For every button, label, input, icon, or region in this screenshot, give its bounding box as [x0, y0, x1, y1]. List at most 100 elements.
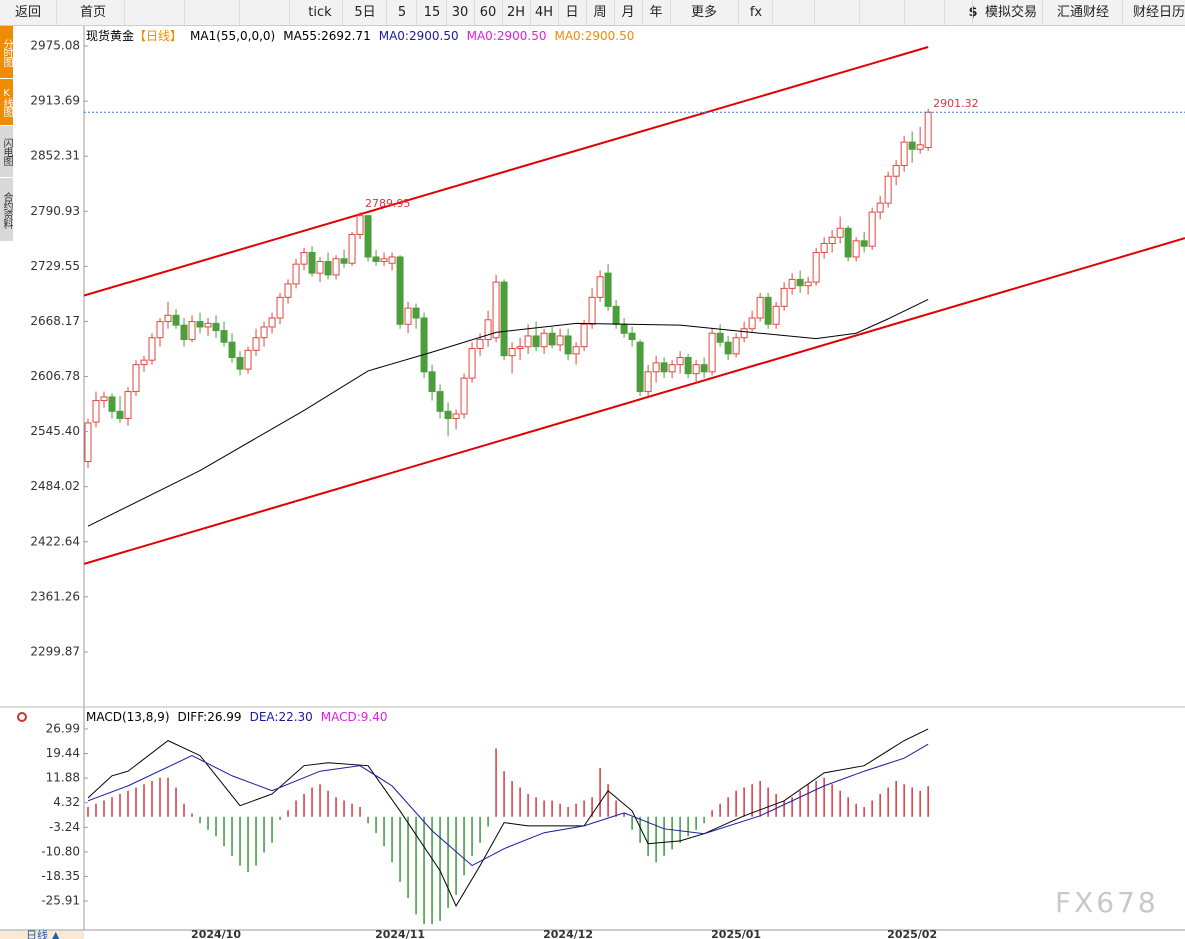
candle-body: [852, 240, 860, 258]
trend-line: [84, 46, 929, 297]
y-tick-label: 4.32: [53, 795, 80, 809]
candle-body: [860, 240, 868, 247]
toolbar-button[interactable]: 60: [474, 0, 503, 25]
toolbar-button[interactable]: 30: [446, 0, 475, 25]
candle-body: [452, 413, 460, 419]
legend-item: DEA:22.30: [249, 710, 313, 724]
legend-item: MA55:2692.71: [283, 29, 371, 43]
candle-body: [668, 364, 676, 373]
sidebar-tab[interactable]: K线图: [0, 79, 13, 126]
toolbar-button[interactable]: 返回: [0, 0, 57, 25]
x-tick-label: 2024/11: [375, 928, 425, 939]
candle-body: [204, 322, 212, 328]
y-tick-label: 2790.93: [30, 204, 80, 218]
sidebar-tab[interactable]: 合约资料: [0, 178, 13, 242]
candle-body: [524, 335, 532, 348]
candle-body: [396, 256, 404, 325]
candle-body: [228, 341, 236, 358]
toolbar-button[interactable]: fx: [740, 0, 773, 25]
candle-body: [444, 410, 452, 419]
candle-body: [436, 391, 444, 412]
candle-body: [108, 396, 116, 412]
toolbar-button[interactable]: 月: [614, 0, 643, 25]
candle-body: [612, 305, 620, 325]
candle-body: [332, 258, 340, 276]
y-tick-label: 2484.02: [30, 479, 80, 493]
toolbar-button[interactable]: 首页: [62, 0, 125, 25]
candle-body: [692, 364, 700, 375]
toolbar-button[interactable]: 2H: [502, 0, 531, 25]
candle-body: [548, 332, 556, 346]
candle-body: [764, 296, 772, 325]
candle-body: [420, 317, 428, 373]
candle-body: [844, 227, 852, 258]
toolbar-button[interactable]: 15: [418, 0, 447, 25]
candle-body: [812, 251, 820, 283]
toolbar-icon[interactable]: [255, 0, 290, 25]
toolbar-icon[interactable]: [870, 0, 905, 25]
toolbar-button[interactable]: 年: [642, 0, 671, 25]
candle-body: [900, 141, 908, 166]
toolbar: 返回 首页 tick 5日 5 15 30 60 2H 4H 日周月年更多 fx $ 模拟交易 汇通财经 财经…: [0, 0, 1185, 26]
candle-body: [652, 362, 660, 373]
candle-body: [756, 296, 764, 319]
toolbar-icon[interactable]: [780, 0, 815, 25]
price-annotation: 2789.95: [365, 197, 411, 210]
candle-body: [532, 335, 540, 348]
toolbar-button[interactable]: 4H: [530, 0, 559, 25]
period-selector[interactable]: 日线 ▲: [26, 928, 60, 939]
candle-body: [316, 260, 324, 274]
candle-body: [124, 391, 132, 419]
candle-body: [188, 321, 196, 341]
candle-body: [212, 322, 220, 332]
candle-body: [388, 256, 396, 264]
candle-body: [572, 346, 580, 355]
toolbar-icon[interactable]: [910, 0, 945, 25]
candle-body: [500, 281, 508, 357]
macd-line: [87, 743, 929, 867]
legend-title: 现货黄金: [86, 29, 135, 43]
y-tick-label: -25.91: [41, 894, 80, 908]
candle-body: [724, 341, 732, 355]
y-tick-label: 2975.08: [30, 39, 80, 53]
candle-body: [180, 324, 188, 341]
y-tick-label: 2299.87: [30, 644, 80, 658]
macd-settings-icon[interactable]: [17, 712, 27, 722]
candle-body: [132, 364, 140, 393]
sidebar-tab[interactable]: 分时图: [0, 26, 13, 79]
toolbar-button[interactable]: 汇通财经: [1044, 0, 1123, 25]
toolbar-icon[interactable]: [205, 0, 240, 25]
toolbar-button[interactable]: 5日: [344, 0, 387, 25]
candle-body: [460, 377, 468, 415]
legend-item: MA0:2900.50: [378, 29, 459, 43]
toolbar-button[interactable]: 周: [586, 0, 615, 25]
price-annotation: 2901.32: [933, 97, 979, 110]
toolbar-icon[interactable]: [150, 0, 185, 25]
period-box: [0, 931, 84, 939]
toolbar-button[interactable]: tick: [298, 0, 343, 25]
y-tick-label: -18.35: [41, 869, 80, 883]
toolbar-button[interactable]: 财经日历: [1124, 0, 1185, 25]
toolbar-button[interactable]: 更多: [670, 0, 739, 25]
legend-period: 【日线】: [134, 29, 183, 43]
axes: 2975.08 2913.69 2852.31 2790.93 2729.55 2668.…: [30, 39, 978, 939]
sidebar-tab[interactable]: 闪电图: [0, 126, 13, 178]
y-tick-label: 2545.40: [30, 424, 80, 438]
candle-body: [620, 323, 628, 334]
toolbar-button[interactable]: 日: [558, 0, 587, 25]
candle-body: [412, 307, 420, 319]
candle-body: [364, 215, 372, 258]
toolbar-button[interactable]: 模拟交易: [980, 0, 1043, 25]
candle-body: [284, 283, 292, 298]
candle-body: [804, 281, 812, 287]
candle-body: [772, 305, 780, 325]
toolbar-icon[interactable]: [938, 0, 973, 25]
candle-body: [236, 356, 244, 370]
candle-body: [540, 332, 548, 348]
candle-body: [684, 356, 692, 375]
candle-body: [820, 243, 828, 253]
candle-body: [428, 371, 436, 393]
toolbar-button[interactable]: 5: [388, 0, 417, 25]
toolbar-icon[interactable]: [825, 0, 860, 25]
